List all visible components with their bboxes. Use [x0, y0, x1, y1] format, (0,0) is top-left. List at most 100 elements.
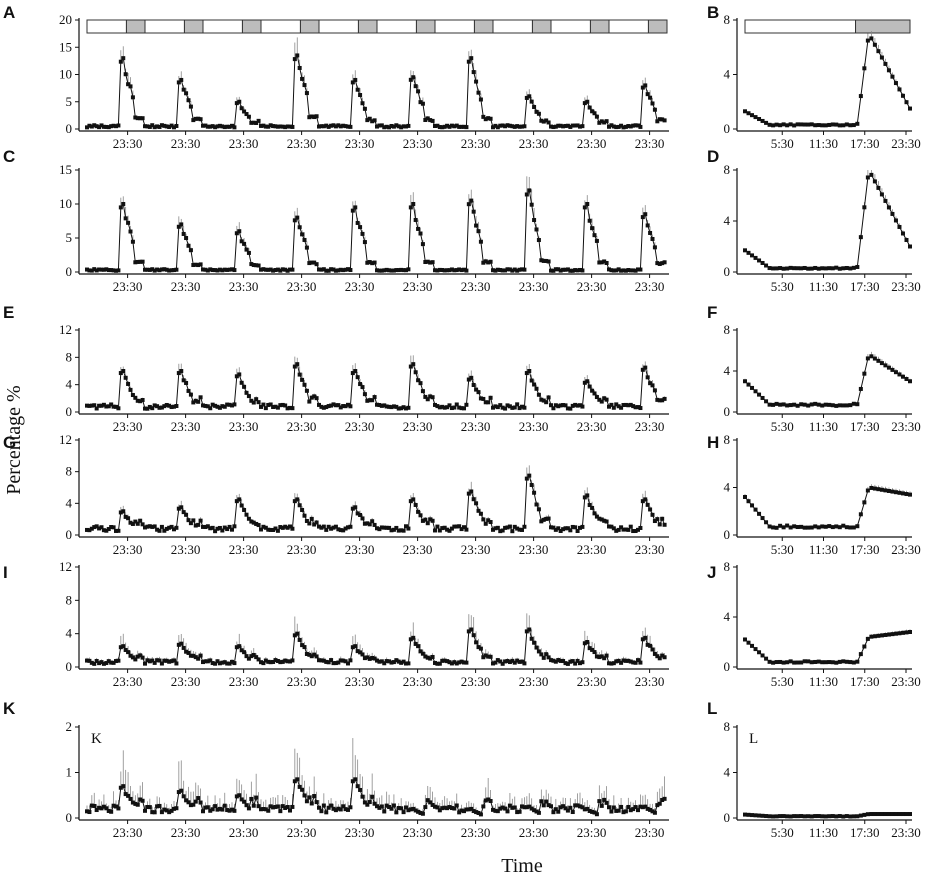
data-point	[529, 99, 534, 104]
data-point	[792, 660, 797, 665]
data-point	[300, 643, 305, 648]
data-point	[753, 389, 758, 394]
data-point	[524, 629, 529, 634]
data-point	[764, 399, 769, 404]
data-point	[631, 529, 636, 534]
data-point	[341, 404, 346, 409]
y-tick-label-E: 0	[66, 404, 73, 419]
data-point	[355, 87, 360, 92]
data-point	[539, 799, 544, 804]
y-tick-label-G: 8	[66, 464, 73, 479]
data-point	[174, 404, 179, 409]
y-tick-label-B: 8	[724, 12, 731, 27]
data-point	[655, 397, 660, 402]
data-point	[295, 53, 300, 58]
data-point	[652, 107, 657, 112]
data-point	[813, 401, 818, 406]
data-point	[244, 112, 249, 117]
data-point	[425, 116, 430, 121]
data-point	[515, 402, 520, 407]
data-point	[309, 395, 314, 400]
data-point	[382, 809, 387, 814]
data-point	[813, 814, 818, 819]
data-point	[399, 125, 404, 130]
data-point	[312, 652, 317, 657]
data-point	[210, 268, 215, 273]
data-point	[904, 100, 909, 105]
data-point	[474, 810, 479, 815]
data-point	[208, 526, 213, 531]
data-point	[522, 267, 527, 272]
data-point	[585, 202, 590, 206]
data-point	[660, 398, 665, 403]
data-point	[495, 658, 500, 663]
data-point	[181, 87, 186, 92]
data-point	[143, 661, 147, 666]
data-point	[239, 503, 244, 508]
data-point	[609, 123, 614, 128]
data-point	[890, 812, 895, 817]
data-point	[643, 804, 648, 809]
data-point	[203, 659, 208, 664]
data-point	[855, 524, 860, 529]
data-point	[534, 227, 539, 232]
data-point	[360, 101, 365, 106]
data-point	[809, 525, 814, 530]
data-point	[488, 259, 493, 264]
data-point	[515, 810, 520, 815]
data-point	[869, 634, 874, 639]
data-point	[309, 801, 314, 806]
data-point	[126, 793, 131, 798]
data-point	[823, 123, 828, 128]
data-point	[848, 660, 853, 665]
data-point	[809, 814, 814, 819]
data-point	[346, 807, 350, 812]
data-point	[609, 268, 614, 273]
data-point	[261, 402, 266, 407]
data-point	[619, 268, 624, 273]
data-point	[478, 239, 483, 244]
data-point	[126, 516, 131, 521]
data-point	[191, 400, 196, 405]
data-point	[128, 653, 133, 658]
data-point	[184, 91, 189, 96]
data-point	[578, 124, 582, 129]
data-point	[268, 660, 273, 665]
data-point	[858, 94, 863, 99]
x-tick-label-C: 23:30	[287, 279, 317, 294]
data-point	[534, 809, 539, 814]
data-point	[806, 814, 811, 819]
y-tick-label-J: 8	[724, 559, 731, 574]
data-point	[799, 402, 804, 407]
data-point	[205, 805, 210, 810]
data-point	[428, 118, 433, 123]
data-point	[457, 267, 462, 272]
data-point	[425, 259, 430, 264]
data-point	[297, 225, 302, 230]
data-point	[774, 660, 779, 665]
data-point	[336, 806, 341, 811]
data-point	[753, 255, 758, 260]
data-point	[536, 238, 541, 243]
data-point	[660, 117, 665, 122]
data-point	[483, 400, 488, 405]
y-tick-label-A: 20	[59, 12, 72, 27]
data-point	[753, 115, 758, 120]
data-point	[452, 806, 457, 811]
data-point	[230, 403, 234, 408]
x-tick-label-A: 23:30	[519, 136, 549, 151]
data-point	[541, 803, 546, 808]
data-point	[420, 389, 425, 394]
data-point	[837, 525, 842, 530]
x-tick-label-B: 23:30	[891, 136, 921, 151]
data-point	[493, 808, 498, 813]
data-point	[616, 404, 621, 409]
data-point	[495, 267, 500, 272]
x-tick-label-I: 23:30	[519, 674, 549, 689]
data-point	[449, 123, 454, 128]
data-point	[188, 248, 193, 253]
data-point	[587, 503, 592, 508]
data-point	[297, 637, 302, 642]
